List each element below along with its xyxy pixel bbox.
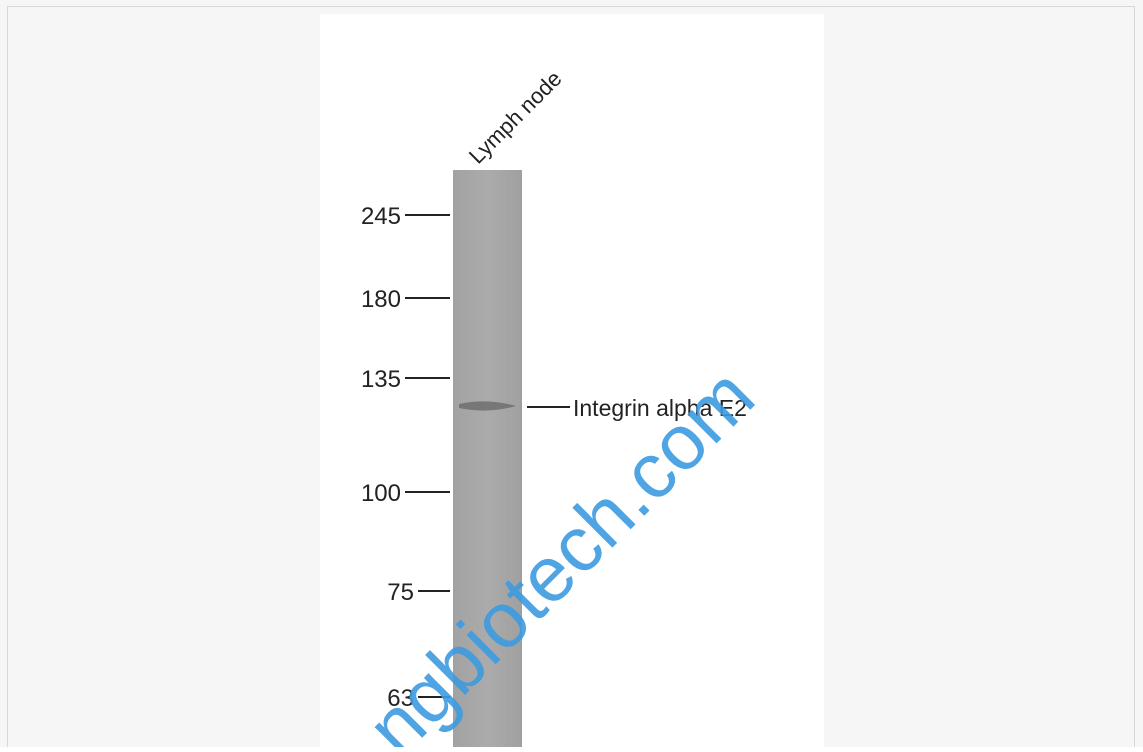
- marker-label: 245: [361, 203, 401, 230]
- marker-label: 75: [387, 579, 414, 606]
- band-label: Integrin alpha E2: [573, 395, 747, 421]
- marker-ladder: 245 180 135 100 75 63: [361, 203, 450, 712]
- marker-label: 63: [387, 685, 414, 712]
- marker-label: 100: [361, 480, 401, 507]
- marker-label: 180: [361, 286, 401, 313]
- blot-panel: [320, 14, 824, 747]
- band: [459, 401, 516, 411]
- frame: [7, 6, 1135, 752]
- marker-label: 135: [361, 366, 401, 393]
- lane: [453, 170, 522, 747]
